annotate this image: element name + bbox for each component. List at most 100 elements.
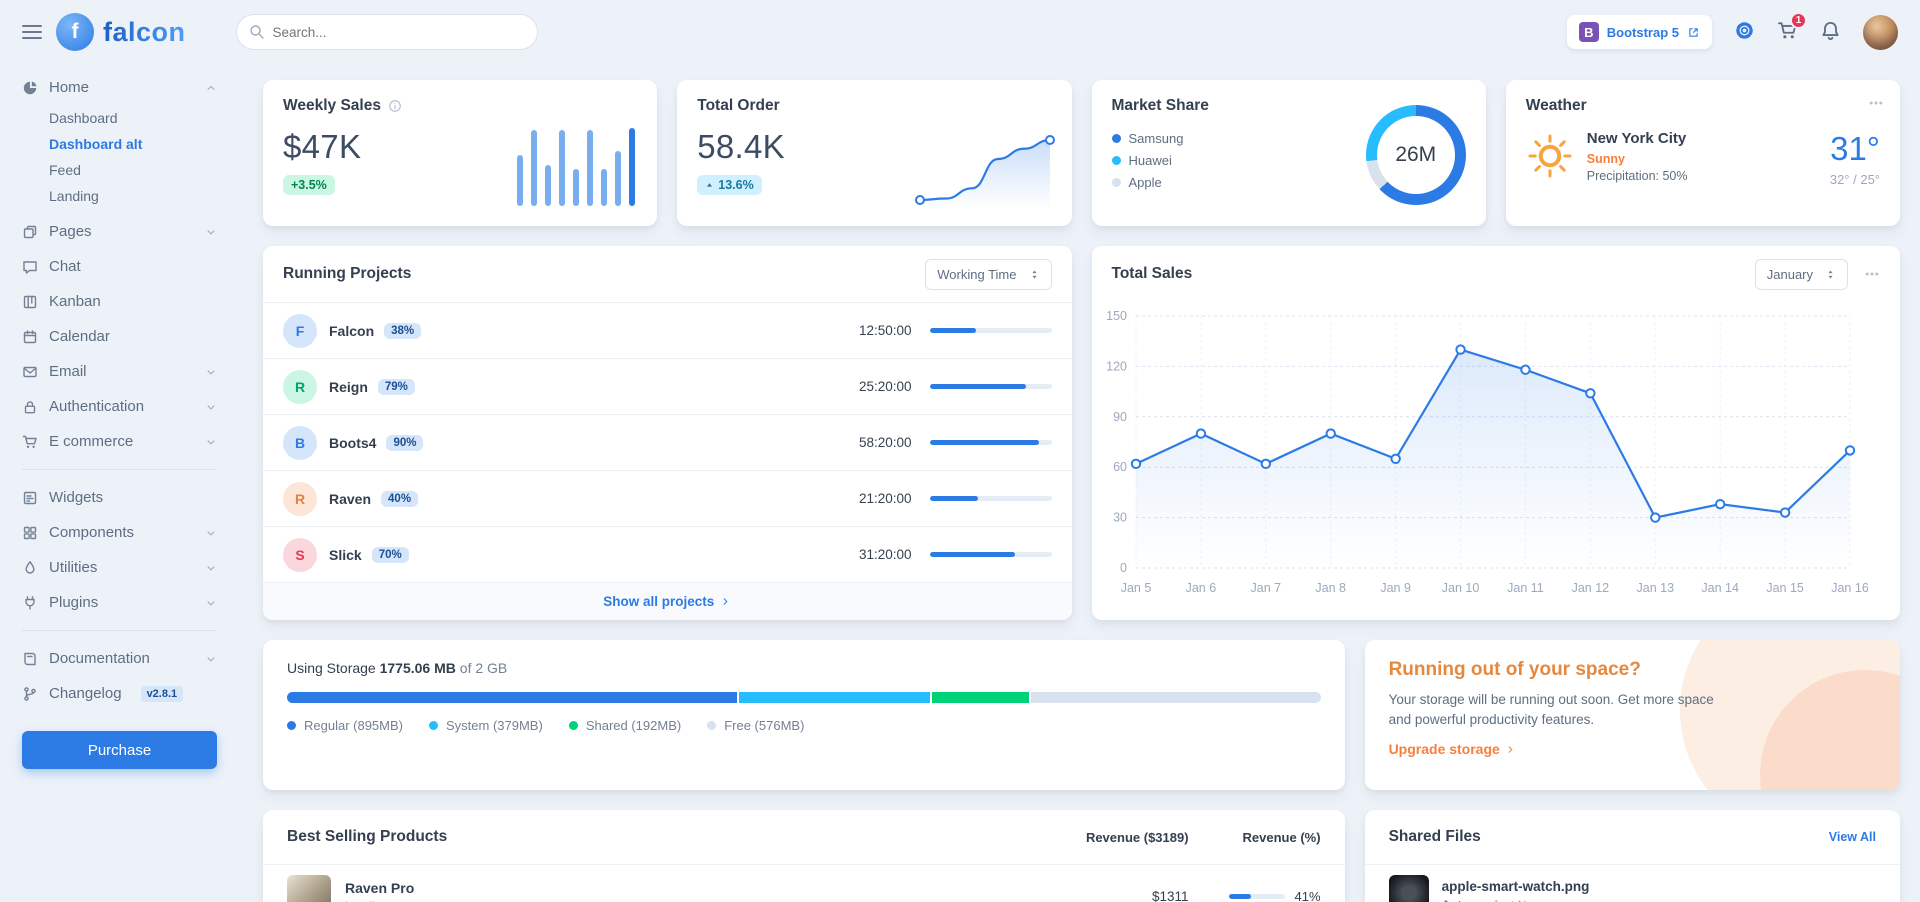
project-row[interactable]: S Slick 70% 31:20:00 <box>263 526 1072 582</box>
weather-temperature: 31° <box>1830 130 1880 167</box>
sidebar-item-dashboard[interactable]: Dashboard <box>49 110 118 126</box>
svg-text:Jan 16: Jan 16 <box>1831 581 1868 595</box>
chevron-down-icon <box>205 562 217 574</box>
sidebar-item-authentication[interactable]: Authentication <box>22 389 217 424</box>
card-title: Best Selling Products <box>287 828 448 845</box>
brand-logo[interactable]: f falcon <box>56 13 186 51</box>
space-card-title: Running out of your space? <box>1388 659 1641 680</box>
total-order-card: Total Order 58.4K 13.6% <box>677 80 1072 226</box>
ellipsis-icon[interactable] <box>1864 266 1880 282</box>
project-percent-badge: 40% <box>381 490 419 507</box>
purchase-button[interactable]: Purchase <box>22 731 217 769</box>
sidebar-item-home[interactable]: Home <box>22 70 217 105</box>
menu-toggle-icon[interactable] <box>22 25 42 39</box>
project-row[interactable]: R Raven 40% 21:20:00 <box>263 470 1072 526</box>
storage-segment-regular <box>287 692 738 703</box>
settings-button[interactable] <box>1734 20 1755 44</box>
weekly-sales-card: Weekly Sales $47K +3.5% <box>263 80 658 226</box>
svg-text:Jan 7: Jan 7 <box>1250 581 1281 595</box>
svg-text:Jan 13: Jan 13 <box>1636 581 1674 595</box>
svg-text:120: 120 <box>1106 359 1127 373</box>
legend-dot <box>1111 155 1121 165</box>
bootstrap-version-badge[interactable]: B Bootstrap 5 <box>1566 15 1712 49</box>
sidebar-item-utilities[interactable]: Utilities <box>22 550 217 585</box>
svg-text:Jan 10: Jan 10 <box>1441 581 1479 595</box>
legend-item: System (379MB) <box>429 718 543 733</box>
market-share-card: Market Share Samsung Huawei Apple 26M <box>1091 80 1486 226</box>
upgrade-space-card: Running out of your space? Your storage … <box>1364 640 1900 790</box>
svg-text:90: 90 <box>1113 410 1127 424</box>
kanban-icon <box>22 294 38 310</box>
external-link-icon <box>1687 26 1700 39</box>
project-time: 25:20:00 <box>858 379 912 394</box>
bell-icon <box>1820 20 1841 41</box>
product-category[interactable]: Landing <box>345 899 414 902</box>
upgrade-storage-link[interactable]: Upgrade storage <box>1389 741 1516 757</box>
svg-text:Jan 9: Jan 9 <box>1380 581 1411 595</box>
sidebar-nav: Home Dashboard Dashboard alt Feed Landin… <box>0 64 239 902</box>
sidebar-item-dashboard-alt[interactable]: Dashboard alt <box>49 136 143 152</box>
chevron-down-icon <box>205 653 217 665</box>
product-name[interactable]: Raven Pro <box>345 880 415 896</box>
sidebar-item-chat[interactable]: Chat <box>22 249 217 284</box>
sidebar-item-ecommerce[interactable]: E commerce <box>22 424 217 459</box>
cart-count-badge: 1 <box>1790 12 1807 29</box>
code-branch-icon <box>22 686 38 702</box>
sidebar-item-pages[interactable]: Pages <box>22 214 217 249</box>
book-icon <box>22 651 38 667</box>
notifications-button[interactable] <box>1820 20 1841 44</box>
search-input[interactable] <box>235 14 538 50</box>
cart-button[interactable]: 1 <box>1777 12 1807 44</box>
main-content: Weekly Sales $47K +3.5% Total Order 58.4… <box>239 64 1920 902</box>
product-row[interactable]: Raven Pro Landing $1311 41% <box>263 864 1345 902</box>
file-row[interactable]: apple-smart-watch.png Antony Just Now <box>1364 864 1900 902</box>
sidebar-item-changelog[interactable]: Changelog v2.8.1 <box>22 676 217 711</box>
project-time: 21:20:00 <box>858 491 912 506</box>
user-avatar[interactable] <box>1863 14 1898 50</box>
running-projects-card: Running Projects Working Time F Falcon 3… <box>263 246 1072 620</box>
sidebar-item-kanban[interactable]: Kanban <box>22 284 217 319</box>
chevron-down-icon <box>205 436 217 448</box>
project-avatar: R <box>283 481 317 516</box>
market-share-legend: Samsung Huawei Apple <box>1111 127 1209 193</box>
file-owner-link[interactable]: Antony <box>1442 898 1483 902</box>
sidebar-item-documentation[interactable]: Documentation <box>22 641 217 676</box>
sidebar-item-email[interactable]: Email <box>22 354 217 389</box>
sidebar-item-components[interactable]: Components <box>22 515 217 550</box>
sidebar-item-widgets[interactable]: Widgets <box>22 480 217 515</box>
project-avatar: S <box>283 537 317 572</box>
falcon-logo-icon: f <box>56 13 94 51</box>
sidebar-item-feed[interactable]: Feed <box>49 162 81 178</box>
sidebar-item-plugins[interactable]: Plugins <box>22 585 217 620</box>
project-avatar: B <box>283 425 317 460</box>
sidebar-item-landing[interactable]: Landing <box>49 188 99 204</box>
svg-text:Jan 5: Jan 5 <box>1120 581 1151 595</box>
sidebar-item-calendar[interactable]: Calendar <box>22 319 217 354</box>
pages-icon <box>22 224 38 240</box>
total-sales-line-chart: Jan 5 Jan 6 Jan 7 Jan 8 Jan 9 Jan 10 Jan 11 Jan… <box>1092 302 1901 620</box>
legend-dot <box>707 721 717 730</box>
chevron-down-icon <box>205 226 217 238</box>
svg-text:Jan 6: Jan 6 <box>1185 581 1216 595</box>
weekly-sales-value: $47K <box>283 128 362 165</box>
weather-precipitation: Precipitation: 50% <box>1586 169 1688 183</box>
month-select[interactable]: January <box>1754 258 1848 290</box>
card-menu-button[interactable] <box>1868 95 1884 114</box>
weather-city: New York City <box>1586 130 1687 147</box>
working-time-select[interactable]: Working Time <box>925 258 1052 290</box>
show-all-projects-link[interactable]: Show all projects <box>263 582 1072 620</box>
project-row[interactable]: B Boots4 90% 58:20:00 <box>263 414 1072 470</box>
lock-icon <box>22 399 38 415</box>
view-all-link[interactable]: View All <box>1828 830 1876 844</box>
svg-text:150: 150 <box>1106 309 1127 323</box>
card-title: Weekly Sales <box>283 97 381 114</box>
column-header-percent: Revenue (%) <box>1242 829 1321 845</box>
project-avatar: F <box>283 313 317 348</box>
project-row[interactable]: F Falcon 38% 12:50:00 <box>263 302 1072 358</box>
info-icon[interactable] <box>388 99 402 113</box>
project-row[interactable]: R Reign 79% 25:20:00 <box>263 358 1072 414</box>
file-name[interactable]: apple-smart-watch.png <box>1441 878 1590 894</box>
envelope-icon <box>22 364 38 380</box>
sort-arrows-icon <box>1825 269 1836 280</box>
product-percent: 41% <box>1294 889 1321 902</box>
